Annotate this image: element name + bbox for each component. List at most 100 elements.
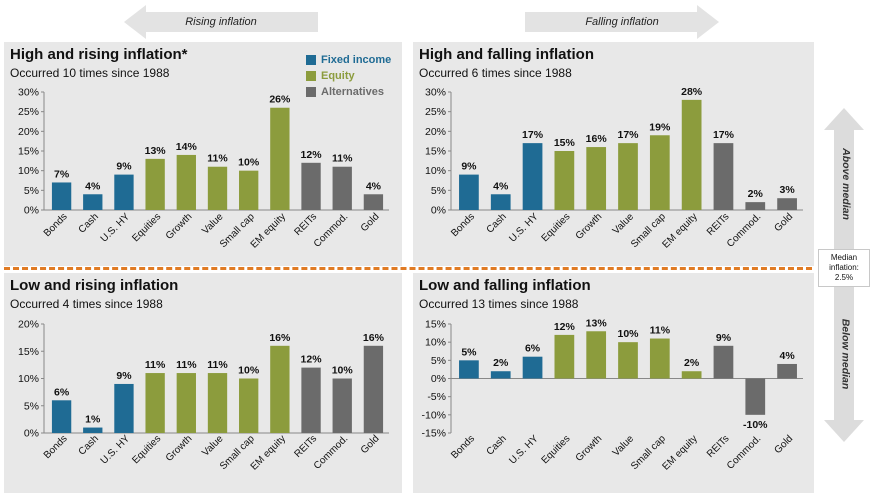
bar-bonds [459,174,479,210]
bar-equities [145,158,165,210]
y-tick-label: -10% [421,409,446,421]
category-label: Growth [574,211,605,242]
y-tick-label: 5% [24,185,39,197]
category-label: Equities [540,211,573,244]
bar-cash [83,427,103,433]
median-divider [4,267,812,270]
bar-u-s-hy [114,174,134,210]
bar-reits [713,143,734,210]
legend-swatch [306,87,316,97]
bar-gold [363,194,384,210]
bar-u-s-hy [114,383,134,433]
bar-equities [145,373,165,433]
y-tick-label: 15% [425,146,446,158]
legend-item-equity: Equity [306,68,391,84]
panel-subtitle: Occurred 4 times since 1988 [10,297,163,311]
panel-high-rising: High and rising inflation* Occurred 10 t… [4,42,402,266]
bar-commod- [332,378,352,433]
data-label: 19% [649,121,671,133]
y-tick-label: 10% [425,165,446,177]
data-label: 11% [145,359,166,371]
category-label: U.S. HY [507,433,541,467]
falling-inflation-label: Falling inflation [585,16,659,28]
category-label: Value [200,211,226,237]
bar-growth [176,154,196,210]
data-label: 12% [301,149,323,161]
bar-em-equity [270,107,290,210]
category-label: Value [611,211,637,237]
bar-cash [490,371,511,379]
data-label: 26% [269,94,291,106]
legend-label: Equity [321,70,355,82]
category-label: Value [200,433,226,459]
legend-item-alternatives: Alternatives [306,84,391,100]
legend-item-fixed-income: Fixed income [306,52,391,68]
rising-inflation-label: Rising inflation [185,16,257,28]
y-tick-label: 20% [18,126,39,138]
category-label: Commod. [725,433,763,471]
bar-chart-low-falling: -15% -10% -5% 0% 5% 10% 15% 5% Bonds 2% Cash 6% U.S.… [421,317,803,473]
bar-cash [83,194,103,210]
panel-subtitle: Occurred 13 times since 1988 [419,297,579,311]
y-tick-label: 15% [425,319,446,331]
data-label: 3% [779,184,795,196]
y-tick-label: 5% [431,355,446,367]
panel-title: Low and rising inflation [10,277,179,294]
data-label: 4% [85,180,101,192]
category-label: Growth [164,433,195,464]
bar-value [207,373,228,433]
median-line3: 2.5% [834,273,854,282]
y-tick-label: 30% [425,87,446,99]
bar-u-s-hy [522,143,543,210]
data-label: 2% [684,357,700,369]
data-label: 12% [554,321,576,333]
y-tick-label: 25% [425,106,446,118]
data-label: 10% [617,328,639,340]
y-tick-label: 0% [24,205,39,217]
y-tick-label: 10% [18,165,39,177]
bar-value [207,166,228,210]
category-label: Value [611,433,637,459]
bar-chart-high-falling: 0% 5% 10% 15% 20% 25% 30% 9% Bonds 4% Cash 17% U.S. … [425,86,803,251]
y-tick-label: 10% [425,337,446,349]
bar-gold [777,363,797,379]
data-label: 28% [681,86,703,98]
data-label: 13% [586,317,608,329]
data-label: 2% [748,188,764,200]
y-tick-label: 0% [431,205,446,217]
y-tick-label: -5% [427,391,446,403]
y-tick-label: -15% [421,428,446,440]
data-label: 11% [332,153,353,165]
legend-label: Alternatives [321,86,384,98]
data-label: 7% [54,168,70,180]
category-label: Bonds [449,211,477,239]
y-tick-label: 0% [431,373,446,385]
data-label: 11% [207,359,228,371]
panel-low-falling: Low and falling inflation Occurred 13 ti… [413,273,814,493]
category-label: Bonds [449,433,477,461]
data-label: 17% [713,129,735,141]
data-label: -10% [743,419,768,431]
panel-subtitle: Occurred 10 times since 1988 [10,66,170,80]
bar-small-cap [239,170,259,210]
above-median-label: Above median [839,148,852,220]
data-label: 9% [716,332,732,344]
y-tick-label: 20% [18,319,39,331]
data-label: 10% [238,157,260,169]
data-label: 9% [461,161,477,173]
median-inflation-box: Median inflation: 2.5% [818,249,870,287]
bar-cash [490,194,511,210]
bar-growth [586,331,607,379]
data-label: 15% [554,137,576,149]
category-label: Commod. [725,211,763,249]
y-tick-label: 5% [24,400,39,412]
data-label: 17% [617,129,639,141]
data-label: 16% [586,133,608,145]
category-label: Cash [77,211,101,235]
legend-label: Fixed income [321,54,392,66]
bar-em-equity [681,99,702,210]
category-label: Equities [130,433,163,466]
data-label: 17% [522,129,544,141]
category-label: Gold [359,433,382,456]
data-label: 14% [176,141,198,153]
